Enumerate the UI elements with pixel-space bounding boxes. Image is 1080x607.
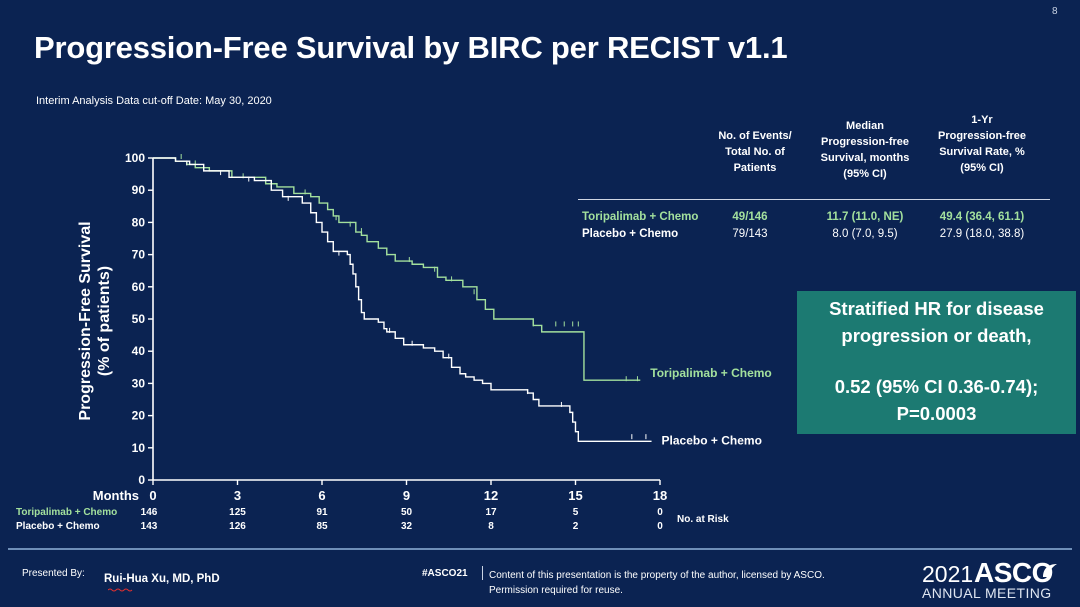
header-line: Survival Rate, % <box>939 146 1025 158</box>
row-median: 11.7 (11.0, NE) <box>826 211 904 223</box>
y-axis-label-line1: Progression-Free Survival <box>77 221 94 420</box>
risk-value: 17 <box>485 507 497 518</box>
hr-line: Stratified HR for disease <box>829 298 1044 319</box>
y-tick-label: 40 <box>132 344 146 358</box>
x-tick-label: 12 <box>484 488 498 503</box>
risk-value: 5 <box>573 507 579 518</box>
km-curve-toripalimab <box>153 157 641 381</box>
x-tick-label: 3 <box>234 488 241 503</box>
header-line: (95% CI) <box>843 168 887 180</box>
table-header-median: Median Progression-free Survival, months… <box>808 118 922 182</box>
asco-logo-icon <box>1043 564 1057 577</box>
logo-year: 2021 <box>922 561 974 587</box>
hr-line: P=0.0003 <box>896 403 977 424</box>
risk-value: 0 <box>657 507 663 518</box>
hr-line: progression or death, <box>841 325 1032 346</box>
y-tick-label: 70 <box>132 248 146 262</box>
risk-value: 2 <box>573 521 579 532</box>
row-events: 79/143 <box>732 228 768 240</box>
y-tick-label: 90 <box>132 183 146 197</box>
x-tick-label: 0 <box>149 488 156 503</box>
header-line: (95% CI) <box>960 162 1004 174</box>
header-line: Progression-free <box>937 130 1027 142</box>
chart-curves: Toripalimab + Chemo Placebo + Chemo <box>153 154 772 447</box>
y-axis-label: Progression-Free Survival (% of patients… <box>77 221 113 420</box>
slide-subtitle: Interim Analysis Data cut-off Date: May … <box>36 95 272 107</box>
logo-subtitle: ANNUAL MEETING <box>922 585 1052 601</box>
table-header-rate: 1-Yr Progression-free Survival Rate, % (… <box>924 112 1040 176</box>
header-line: 1-Yr <box>971 114 993 126</box>
hashtag: #ASCO21 <box>422 568 468 579</box>
row-arm: Placebo + Chemo <box>582 228 679 240</box>
y-tick-label: 80 <box>132 215 146 229</box>
risk-table-title: No. at Risk <box>677 514 729 525</box>
header-line: Progression-free <box>820 136 910 148</box>
row-median: 8.0 (7.0, 9.5) <box>832 228 898 240</box>
header-line: Total No. of <box>725 146 785 158</box>
row-rate: 27.9 (18.0, 38.8) <box>939 228 1025 240</box>
curve-end-label: Placebo + Chemo <box>662 433 762 447</box>
x-tick-label: 6 <box>318 488 325 503</box>
risk-value: 146 <box>141 507 158 518</box>
y-axis-label-line2: (% of patients) <box>96 266 113 376</box>
y-tick-label: 30 <box>132 376 146 390</box>
table-divider <box>578 199 1050 200</box>
hr-line: 0.52 (95% CI 0.36-0.74); <box>834 376 1039 397</box>
row-rate: 49.4 (36.4, 61.1) <box>939 211 1025 223</box>
hazard-ratio-box: Stratified HR for disease progression or… <box>797 291 1076 434</box>
header-line: No. of Events/ <box>718 130 792 142</box>
disclaimer-line: Content of this presentation is the prop… <box>489 570 825 581</box>
curve-end-label: Toripalimab + Chemo <box>650 366 771 380</box>
risk-value: 125 <box>229 507 246 518</box>
header-line: Patients <box>733 162 777 174</box>
spellcheck-underline <box>108 588 133 592</box>
km-curve-placebo <box>153 157 652 443</box>
row-arm: Toripalimab + Chemo <box>582 211 699 223</box>
risk-value: 32 <box>401 521 413 532</box>
x-tick-label: 15 <box>568 488 582 503</box>
disclaimer-line: Permission required for reuse. <box>489 585 623 596</box>
risk-value: 8 <box>488 521 494 532</box>
y-tick-label: 100 <box>125 151 145 165</box>
header-line: Survival, months <box>820 152 910 164</box>
disclaimer: Content of this presentation is the prop… <box>489 568 825 598</box>
presented-by-label: Presented By: <box>22 568 85 579</box>
risk-value: 91 <box>316 507 328 518</box>
y-tick-label: 20 <box>132 409 146 423</box>
chart-axes: 0 10 20 30 40 50 60 70 80 90 100 0 3 6 9 12 15 18 Months <box>93 151 667 503</box>
risk-value: 143 <box>141 521 158 532</box>
risk-row-label: Placebo + Chemo <box>16 521 100 532</box>
risk-value: 126 <box>229 521 246 532</box>
presenter-name: Rui-Hua Xu, MD, PhD <box>104 573 220 585</box>
y-tick-label: 0 <box>138 473 145 487</box>
risk-row-label: Toripalimab + Chemo <box>16 507 117 518</box>
x-tick-label: 18 <box>653 488 667 503</box>
risk-value: 85 <box>316 521 328 532</box>
page-number: 8 <box>1052 6 1058 17</box>
footer-separator <box>482 566 483 580</box>
footer-divider <box>8 548 1072 550</box>
risk-value: 0 <box>657 521 663 532</box>
slide-title: Progression-Free Survival by BIRC per RE… <box>34 30 788 65</box>
x-axis-label: Months <box>93 488 139 503</box>
y-tick-label: 10 <box>132 441 146 455</box>
logo-name: ASCO <box>974 557 1053 588</box>
table-header-events: No. of Events/ Total No. of Patients <box>705 128 805 176</box>
x-tick-label: 9 <box>403 488 410 503</box>
risk-value: 50 <box>401 507 413 518</box>
header-line: Median <box>846 120 884 132</box>
km-chart: Progression-Free Survival (% of patients… <box>16 151 772 532</box>
y-tick-label: 50 <box>132 312 146 326</box>
row-events: 49/146 <box>732 211 768 223</box>
y-tick-label: 60 <box>132 280 146 294</box>
risk-table: Toripalimab + Chemo 146 125 91 50 17 5 0Placebo… <box>16 507 729 532</box>
